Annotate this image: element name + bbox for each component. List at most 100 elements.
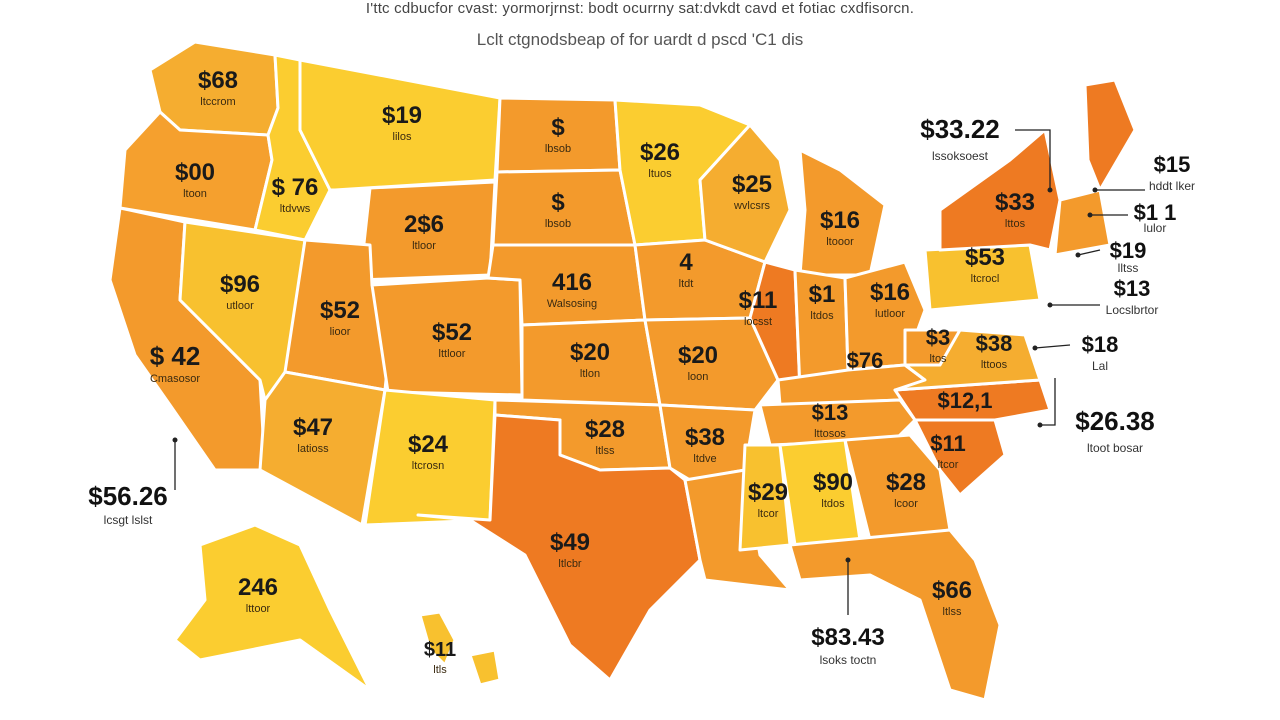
state-value-nm: $24 [408,431,449,458]
state-sublabel-sd: lbsob [545,218,571,230]
state-me[interactable] [1083,78,1137,192]
state-sublabel-ms: ltcor [758,508,779,520]
state-value-wa: $68 [198,67,238,94]
state-sublabel-mi: ltooor [826,236,854,248]
state-sublabel-wa: ltccrom [200,96,235,108]
state-tn[interactable] [758,398,917,447]
callout-sublabel-west: lcsgt lslst [104,513,153,527]
state-sublabel-id: ltdvws [280,203,311,215]
state-sublabel-hi: ltls [433,664,447,676]
state-mo[interactable] [643,316,780,412]
state-sublabel-nm: ltcrosn [412,460,444,472]
state-fl[interactable] [788,528,1002,702]
state-sublabel-ga: lcoor [894,498,918,510]
callout-sublabel-nj: Lal [1092,359,1108,373]
callout-sublabel-nh: hddt lker [1149,179,1195,193]
state-sublabel-wi: wvlcsrs [733,200,771,212]
state-sublabel-nv: utloor [226,300,254,312]
state-value-tn: $13 [812,400,849,425]
map-subtitle: Lclt ctgnodsbeap of for uardt d pscd 'C1… [476,30,804,49]
state-value-id: $ 76 [272,174,319,201]
state-sublabel-pa: ltcrocl [971,273,1000,285]
callout-value-nh: $15 [1154,152,1191,177]
state-value-co: $52 [432,319,472,346]
map-title: I'ttc cdbucfor cvast: yormorjrnst: bodt … [365,0,915,17]
callout-dot-ct [1047,302,1053,308]
state-value-ky: $76 [847,348,884,373]
state-sublabel-ok: ltlss [596,445,615,457]
state-sublabel-ar: ltdve [693,453,716,465]
state-sublabel-co: lttloor [439,348,466,360]
callout-value-west: $56.26 [88,481,168,511]
callout-leader-nj [1034,344,1071,349]
state-value-ga: $28 [886,469,926,496]
state-value-wv: $3 [926,325,950,350]
state-sublabel-sc: ltcor [938,459,959,471]
state-value-or: $00 [175,159,215,186]
callout-sublabel-ri: lltss [1118,261,1139,275]
state-ne_small[interactable] [1053,188,1112,257]
state-sublabel-nd: lbsob [545,143,571,155]
state-sublabel-wv: ltos [929,353,947,365]
state-value-mn: $26 [640,139,680,166]
callout-dot-ri [1075,252,1081,258]
state-value-wi: $25 [732,171,772,198]
state-tx[interactable] [416,413,702,682]
state-value-va: $38 [976,331,1013,356]
state-value-sd: $ [551,189,565,216]
callout-dot-ma [1087,212,1093,218]
state-sublabel-tn: lttosos [814,428,846,440]
state-wi[interactable] [698,123,792,264]
state-wv[interactable] [903,328,962,367]
callout-dot-west [172,437,178,443]
callout-value-gulf: $83.43 [811,624,884,651]
callout-dot-gulf [845,557,851,563]
callout-leader-vermont [1015,129,1051,190]
callout-sublabel-ma: lulor [1144,221,1167,235]
state-sublabel-in: ltdos [810,310,834,322]
state-value-az: $47 [293,414,333,441]
callout-sublabel-vermont: lssoksoest [932,149,989,163]
state-value-fl: $66 [932,577,972,604]
callout-value-de: $26.38 [1075,406,1155,436]
state-value-ms: $29 [748,479,788,506]
callout-leader-de [1040,378,1056,426]
callout-sublabel-ct: Locslbrtor [1106,303,1159,317]
callout-value-ct: $13 [1114,276,1151,301]
state-sublabel-ut: lioor [330,326,351,338]
callout-value-ma: $1 1 [1134,200,1177,225]
state-value-ar: $38 [685,424,725,451]
state-value-ca: $ 42 [150,341,201,371]
state-sublabel-va: lttoos [981,359,1008,371]
state-value-ia: 4 [679,249,693,276]
state-sublabel-oh: lutloor [875,308,905,320]
state-value-in: $1 [809,281,836,308]
state-sublabel-ca: Cmasosor [150,373,200,385]
state-sublabel-ak: lttoor [246,603,271,615]
state-ny[interactable] [938,128,1062,252]
state-ga[interactable] [843,433,952,542]
state-ak[interactable] [173,523,372,692]
state-value-pa: $53 [965,244,1005,271]
state-value-mo: $20 [678,342,718,369]
state-value-nv: $96 [220,271,260,298]
state-az[interactable] [258,370,387,527]
state-value-il: $11 [739,287,778,314]
state-value-al: $90 [813,469,853,496]
callout-sublabel-de: ltoot bosar [1087,441,1143,455]
state-value-ny: $33 [995,189,1035,216]
state-sublabel-al: ltdos [821,498,845,510]
state-hi[interactable] [418,610,502,687]
state-value-sc: $11 [930,431,966,456]
state-sublabel-wy: ltloor [412,240,436,252]
state-value-mi: $16 [820,207,860,234]
callout-dot-nj [1032,345,1038,351]
callout-leader-ri [1077,249,1101,256]
state-sublabel-mn: ltuos [648,168,672,180]
state-value-hi: $11 [424,639,456,661]
state-sublabel-fl: ltlss [943,606,962,618]
state-sublabel-az: latioss [297,443,329,455]
state-sublabel-or: ltoon [183,188,207,200]
state-value-tx: $49 [550,529,590,556]
